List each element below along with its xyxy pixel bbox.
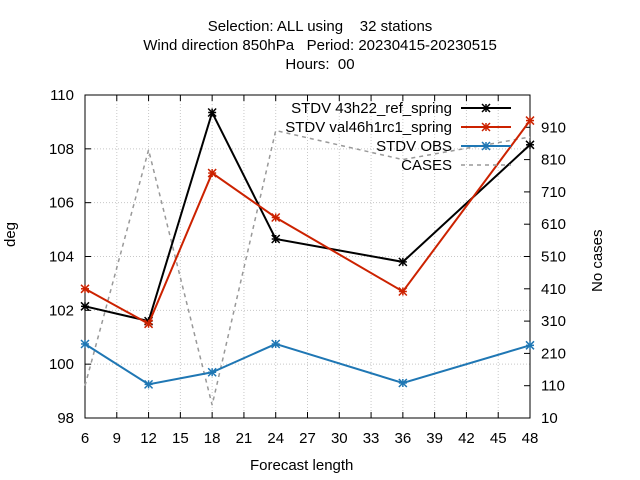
- marker-stroke: [80, 284, 90, 294]
- data-point-stdv-obs: [398, 378, 408, 388]
- series: [80, 107, 535, 406]
- legend-label-stdv-val46h1rc1-spring: STDV val46h1rc1_spring: [285, 119, 452, 136]
- y2-tick-label: 810: [541, 152, 566, 169]
- y2-tick-label: 910: [541, 119, 566, 136]
- data-point-stdv-43h22-ref-spring: [398, 257, 408, 267]
- data-point-stdv-val46h1rc1-spring: [80, 284, 90, 294]
- x-tick-label: 12: [140, 430, 157, 447]
- y-tick-label: 106: [49, 195, 74, 212]
- series-line-stdv-val46h1rc1-spring: [84, 119, 531, 326]
- data-point-stdv-obs: [80, 339, 90, 349]
- grid: [85, 95, 530, 418]
- data-point-stdv-43h22-ref-spring: [207, 107, 217, 118]
- x-tick-label: 6: [81, 430, 89, 447]
- y-tick-label: 110: [50, 87, 74, 104]
- marker-stroke: [398, 257, 408, 267]
- x-tick-label: 15: [172, 430, 189, 447]
- data-point-stdv-val46h1rc1-spring: [271, 212, 281, 223]
- data-point-stdv-obs: [207, 367, 217, 377]
- data-point-stdv-val46h1rc1-spring: [144, 319, 154, 329]
- marker-stroke: [80, 301, 90, 311]
- x-tick-label: 48: [522, 430, 539, 447]
- y2-tick-label: 410: [541, 281, 566, 298]
- y2-tick-label: 310: [541, 313, 566, 330]
- data-point-stdv-obs: [525, 340, 535, 350]
- y2-tick-label: 10: [541, 410, 558, 427]
- x-tick-label: 21: [236, 430, 253, 447]
- y2-tick-label: 510: [541, 249, 566, 266]
- marker-stroke: [80, 339, 90, 349]
- x-tick-label: 27: [299, 430, 316, 447]
- y-tick-label: 102: [49, 302, 74, 319]
- marker-stroke: [481, 122, 491, 132]
- marker-stroke: [525, 140, 535, 150]
- y-tick-label: 100: [49, 356, 74, 373]
- y2-tick-label: 110: [541, 378, 565, 395]
- x-tick-label: 18: [204, 430, 221, 447]
- marker-stroke: [271, 212, 281, 223]
- data-point-stdv-val46h1rc1-spring: [207, 168, 217, 178]
- marker-stroke: [525, 340, 535, 350]
- x-axis-label: Forecast length: [250, 457, 354, 474]
- marker-stroke: [207, 168, 217, 178]
- data-point-stdv-obs: [271, 339, 281, 349]
- axes: 6 9 12 15 18 21 24 27 30 33 36 39 42 45 48981001021041…: [49, 87, 566, 447]
- legend-marker-stdv-obs: [481, 141, 491, 151]
- marker-stroke: [525, 116, 535, 126]
- x-tick-label: 36: [395, 430, 412, 447]
- x-tick-label: 33: [363, 430, 380, 447]
- x-tick-label: 9: [113, 430, 121, 447]
- marker-stroke: [144, 379, 154, 389]
- series-line-stdv-obs: [84, 342, 531, 386]
- chart-title-line-1: Selection: ALL using 32 stations: [207, 18, 433, 35]
- series-line-cases: [84, 129, 531, 406]
- y-axis-label: deg: [2, 221, 19, 247]
- y-tick-label: 108: [49, 141, 74, 158]
- legend-label-stdv-43h22-ref-spring: STDV 43h22_ref_spring: [291, 100, 452, 117]
- x-tick-label: 42: [458, 430, 475, 447]
- x-tick-label: 39: [426, 430, 443, 447]
- y2-axis-label: No cases: [589, 229, 606, 292]
- marker-stroke: [207, 107, 217, 118]
- marker-stroke: [481, 103, 491, 113]
- data-point-stdv-43h22-ref-spring: [271, 234, 281, 244]
- legend-label-stdv-obs: STDV OBS: [376, 138, 452, 155]
- legend-label-cases: CASES: [401, 157, 452, 174]
- data-point-stdv-43h22-ref-spring: [80, 301, 90, 311]
- y-tick-label: 98: [57, 410, 74, 427]
- marker-stroke: [398, 286, 408, 297]
- chart-title-line-2: Wind direction 850hPa Period: 20230415-2…: [143, 37, 497, 54]
- marker-stroke: [271, 234, 281, 244]
- x-tick-label: 30: [331, 430, 348, 447]
- legend-marker-stdv-val46h1rc1-spring: [481, 122, 491, 132]
- legend-marker-stdv-43h22-ref-spring: [481, 103, 491, 113]
- legend: STDV 43h22_ref_spring STDV val46h1rc1_spr…: [285, 100, 511, 174]
- data-point-stdv-val46h1rc1-spring: [525, 116, 535, 126]
- x-tick-label: 45: [490, 430, 507, 447]
- y2-tick-label: 210: [541, 345, 566, 362]
- marker-stroke: [398, 378, 408, 388]
- marker-stroke: [144, 319, 154, 329]
- y2-tick-label: 610: [541, 216, 566, 233]
- chart-title-line-3: Hours: 00: [285, 56, 355, 73]
- data-point-stdv-43h22-ref-spring: [525, 140, 535, 150]
- y2-tick-label: 710: [541, 184, 566, 201]
- x-tick-label: 24: [267, 430, 284, 447]
- marker-stroke: [271, 339, 281, 349]
- data-point-stdv-val46h1rc1-spring: [398, 286, 408, 297]
- marker-stroke: [207, 367, 217, 377]
- data-point-stdv-obs: [144, 379, 154, 389]
- y-tick-label: 104: [49, 249, 74, 266]
- marker-stroke: [481, 141, 491, 151]
